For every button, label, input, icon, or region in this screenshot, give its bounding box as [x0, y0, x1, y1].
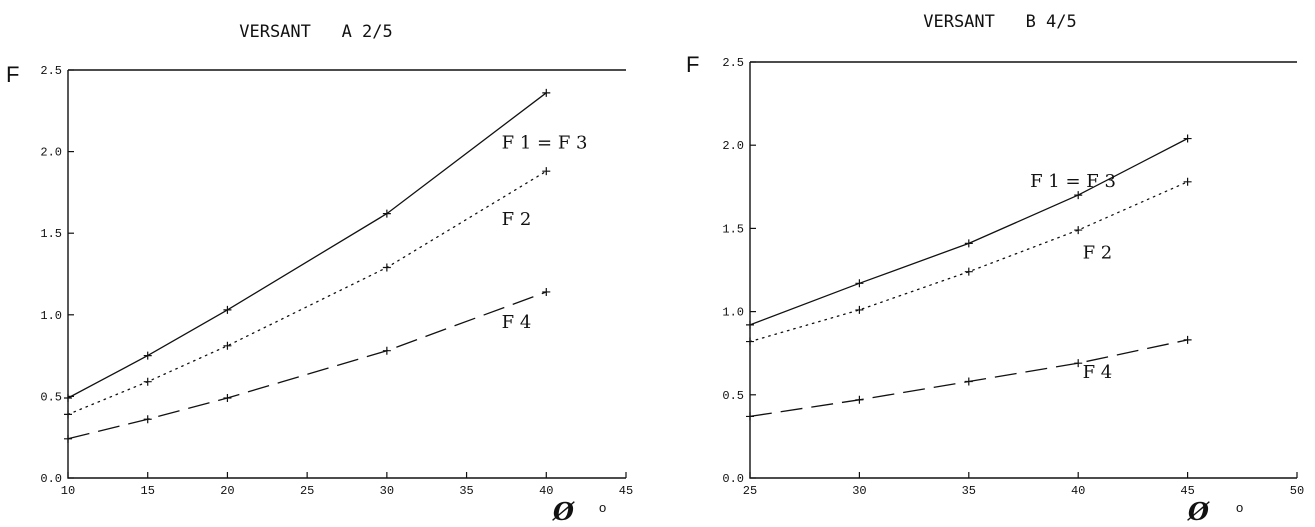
data-point [855, 305, 864, 314]
x-tick-label: 35 [962, 484, 976, 498]
y-tick-label: 0.5 [40, 390, 62, 404]
series-line [749, 137, 1188, 326]
data-point [64, 434, 72, 443]
y-tick-label: 1.0 [722, 306, 744, 320]
x-tick-label: 20 [220, 484, 234, 498]
x-tick-label: 15 [141, 484, 155, 498]
series-label: F 2 [1083, 242, 1113, 263]
data-point [1074, 359, 1083, 368]
data-point [143, 351, 152, 360]
series-label: F 1 = F 3 [502, 132, 588, 153]
y-tick-label: 2.5 [40, 64, 62, 78]
x-tick-label: 25 [300, 484, 314, 498]
x-tick-label: 45 [1180, 484, 1194, 498]
data-point [746, 320, 754, 329]
chart-panel-b: VERSANT B 4/5 F Ø o 25 30 35 40 45 50 0.0 0.5 1.… [686, 12, 1304, 526]
data-point [542, 167, 551, 176]
data-point [382, 209, 391, 218]
data-point [1074, 191, 1083, 200]
data-point [64, 394, 72, 403]
chart-title: VERSANT B 4/5 [923, 12, 1077, 32]
data-point [143, 377, 152, 386]
x-tick-label: 30 [380, 484, 394, 498]
data-point [542, 287, 551, 296]
data-point [964, 377, 973, 386]
x-tick-label: 40 [539, 484, 553, 498]
data-point [1183, 134, 1192, 143]
x-tick-label: 30 [852, 484, 866, 498]
data-point [855, 279, 864, 288]
data-point [1183, 335, 1192, 344]
series-line [67, 291, 547, 440]
series-line [749, 181, 1189, 343]
data-point [64, 410, 72, 419]
y-tick-label: 1.0 [40, 309, 62, 323]
chart-panel-a: VERSANT A 2/5 F Ø o 10 15 20 25 30 35 40 45 0.0 0… [6, 22, 633, 526]
y-tick-label: 2.0 [722, 139, 744, 153]
series-line [67, 92, 547, 399]
data-point [964, 267, 973, 276]
data-point [223, 341, 232, 350]
data-point [746, 412, 754, 421]
data-point [143, 415, 152, 424]
y-axis-label: F [686, 52, 699, 77]
data-point [382, 346, 391, 355]
y-tick-label: 2.0 [40, 146, 62, 160]
plot-frame [749, 61, 1297, 479]
data-point [223, 305, 232, 314]
data-point [855, 395, 864, 404]
x-tick-label: 35 [459, 484, 473, 498]
x-axis-unit: o [1236, 500, 1243, 515]
y-tick-label: 1.5 [722, 222, 744, 236]
y-tick-label: 1.5 [40, 227, 62, 241]
y-tick-label: 0.5 [722, 389, 744, 403]
data-point [746, 337, 754, 346]
data-point [1074, 226, 1083, 235]
y-tick-label: 0.0 [40, 472, 62, 486]
y-tick-label: 0.0 [722, 472, 744, 486]
series-label: F 4 [502, 312, 532, 333]
x-axis-unit: o [599, 500, 606, 515]
x-tick-label: 45 [619, 484, 633, 498]
y-axis-label: F [6, 62, 19, 87]
x-tick-label: 50 [1290, 484, 1304, 498]
series-line [67, 170, 547, 416]
series-label: F 4 [1083, 362, 1113, 383]
data-point [1183, 177, 1192, 186]
series-label: F 1 = F 3 [1030, 171, 1116, 192]
data-point [964, 239, 973, 248]
data-point [542, 88, 551, 97]
x-tick-label: 25 [743, 484, 757, 498]
x-tick-label: 10 [61, 484, 75, 498]
y-tick-label: 2.5 [722, 56, 744, 70]
plot-frame [67, 69, 626, 479]
series-label: F 2 [502, 209, 532, 230]
data-point [223, 394, 232, 403]
x-axis-label: Ø [1187, 497, 1210, 526]
chart-title: VERSANT A 2/5 [239, 22, 393, 42]
data-point [382, 263, 391, 272]
x-axis-label: Ø [552, 497, 575, 526]
x-tick-label: 40 [1071, 484, 1085, 498]
